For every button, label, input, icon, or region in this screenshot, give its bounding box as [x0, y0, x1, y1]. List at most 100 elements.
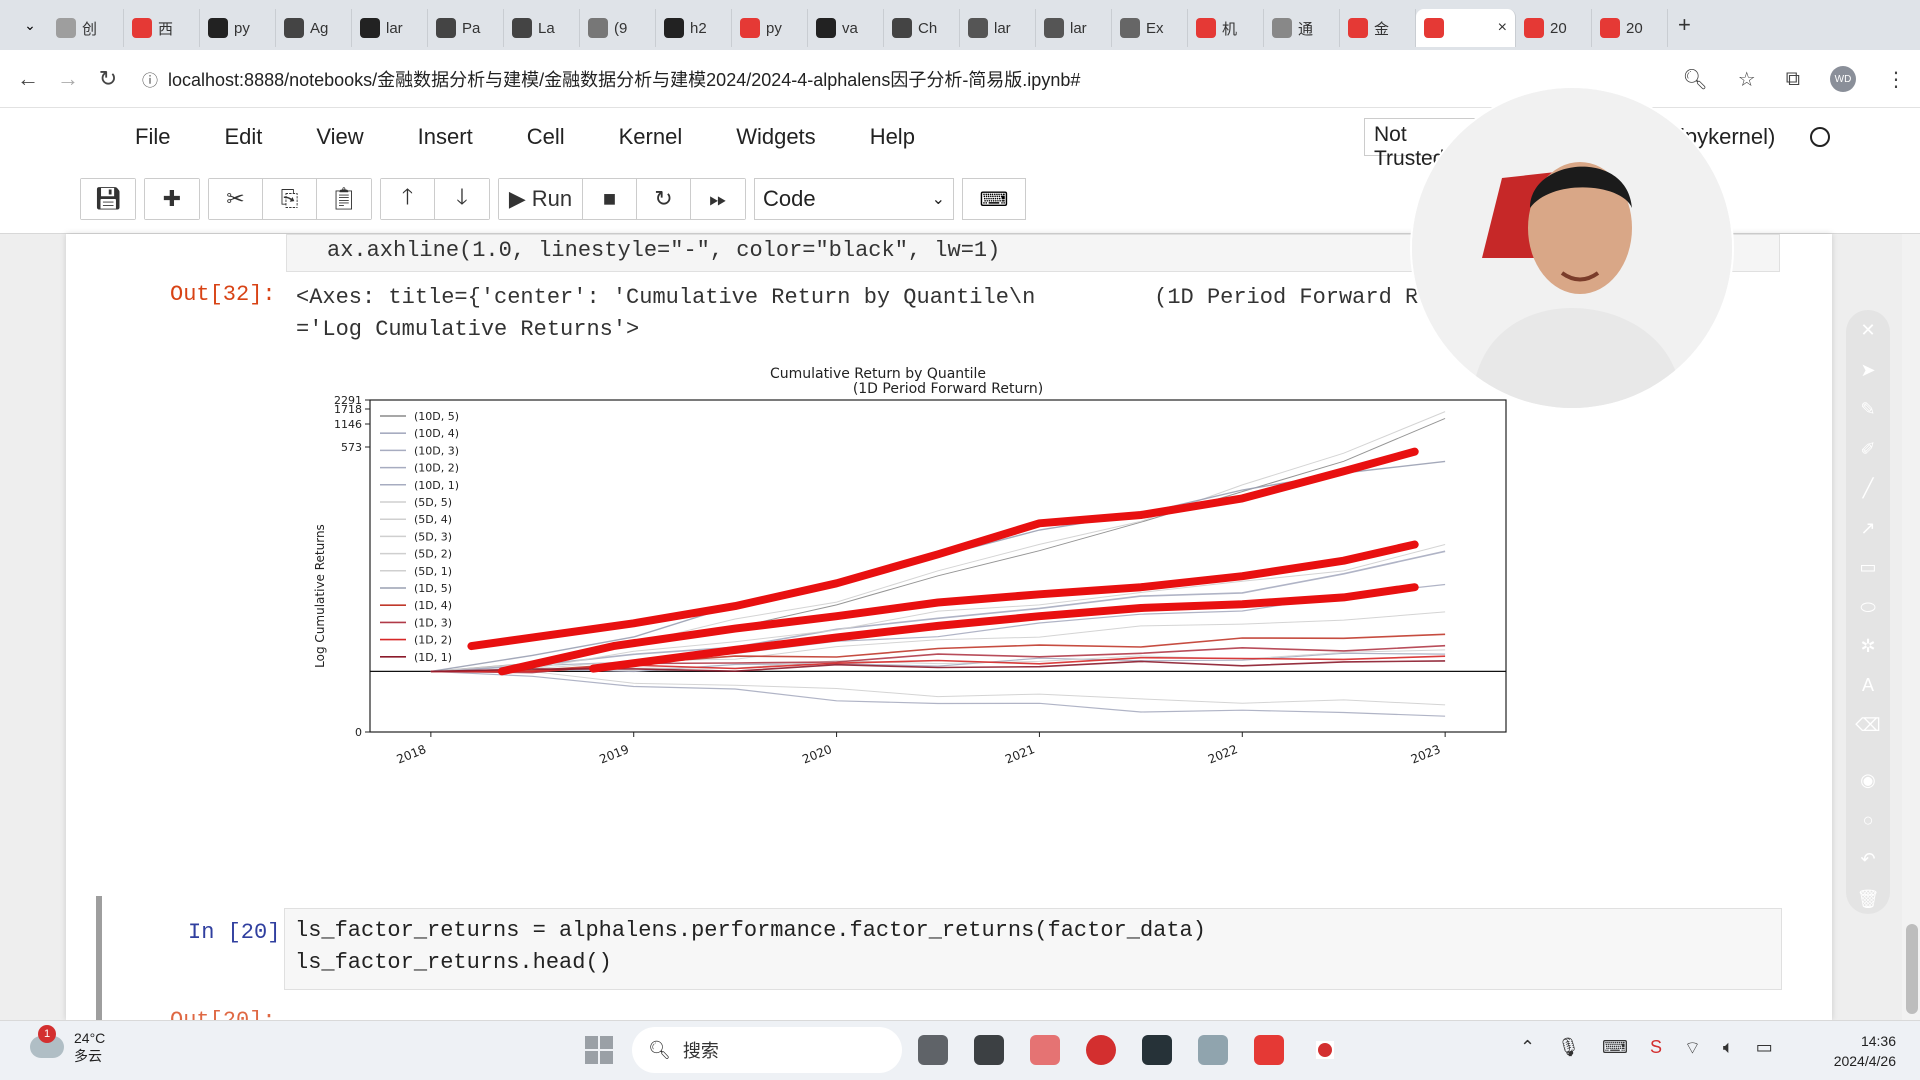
browser-tab[interactable]: h2 [656, 9, 732, 47]
antivirus-icon[interactable]: S [1649, 1037, 1662, 1057]
menu-item-file[interactable]: File [135, 124, 171, 149]
line-icon[interactable]: ╱ [1862, 478, 1874, 499]
browser-tab[interactable]: py [200, 9, 276, 47]
browser-tab[interactable]: 创 [48, 9, 124, 47]
battery-icon[interactable]: ▭ [1755, 1037, 1773, 1057]
menu-item-edit[interactable]: Edit [224, 124, 263, 149]
browser-tab[interactable]: lar [960, 9, 1036, 47]
tab-close-icon[interactable]: × [1497, 19, 1507, 36]
scrollbar-thumb[interactable] [1906, 924, 1918, 1014]
width-picker-icon[interactable]: ○ [1862, 809, 1874, 830]
browser-tab[interactable]: 通 [1264, 9, 1340, 47]
bookmark-star-icon[interactable]: ☆ [1737, 68, 1756, 91]
interrupt-icon[interactable]: ■ [583, 179, 637, 219]
browser-tab[interactable]: Pa [428, 9, 504, 47]
browser-app-icon[interactable] [1086, 1035, 1116, 1065]
ime-icon[interactable]: ⌨ [1601, 1037, 1628, 1057]
eraser-icon[interactable]: ⌫ [1855, 714, 1881, 735]
page-scrollbar[interactable] [1902, 234, 1920, 1020]
color-picker-icon[interactable]: ◉ [1860, 770, 1876, 791]
menu-item-cell[interactable]: Cell [526, 124, 565, 149]
start-menu-icon[interactable] [584, 1035, 614, 1065]
browser-tab[interactable]: 20 [1516, 9, 1592, 47]
taskbar-search[interactable]: 🔍︎ 搜索 [632, 1027, 902, 1073]
text-icon[interactable]: A [1861, 675, 1874, 696]
pen-icon[interactable]: ✎ [1860, 399, 1876, 420]
url-field[interactable]: ⓘ localhost:8888/notebooks/金融数据分析与建模/金融数… [142, 66, 1080, 92]
menu-item-widgets[interactable]: Widgets [736, 124, 816, 149]
menu-item-help[interactable]: Help [869, 124, 915, 149]
new-tab-button[interactable]: + [1678, 12, 1691, 37]
paste-icon[interactable]: 📋︎ [317, 179, 371, 219]
weather-widget[interactable]: 1 24°C 多云 [30, 1025, 105, 1065]
tab-label: py [234, 19, 250, 37]
close-icon[interactable]: ✕ [1860, 320, 1876, 341]
tab-label: 创 [82, 20, 98, 38]
recorder-icon[interactable] [1310, 1035, 1340, 1065]
cell-type-select[interactable]: Code ⌄ [754, 178, 954, 220]
browser-tab[interactable]: Ex [1112, 9, 1188, 47]
task-view-icon[interactable] [918, 1035, 948, 1065]
tab-search-chevron-icon[interactable]: ⌄ [24, 16, 36, 33]
browser-tab[interactable]: Ag [276, 9, 352, 47]
site-info-icon[interactable]: ⓘ [142, 72, 159, 90]
browser-tab[interactable]: Ch [884, 9, 960, 47]
highlighter-icon[interactable]: ✐ [1860, 438, 1876, 459]
menu-item-insert[interactable]: Insert [417, 124, 473, 149]
profile-avatar[interactable]: WD [1830, 66, 1856, 92]
keyboard-shortcuts-icon[interactable]: ⌨ [962, 178, 1026, 220]
run-button[interactable]: ▶ Run [499, 179, 583, 219]
extensions-icon[interactable]: ⧉ [1785, 67, 1800, 90]
browser-tab[interactable]: (9 [580, 9, 656, 47]
ellipse-icon[interactable]: ⬭ [1860, 596, 1876, 617]
forward-button[interactable]: → [57, 65, 79, 91]
trash-icon[interactable]: 🗑︎ [1856, 888, 1880, 909]
code-editor[interactable]: ls_factor_returns = alphalens.performanc… [284, 908, 1782, 990]
y-axis-label: Log Cumulative Returns [313, 524, 327, 668]
copy-icon[interactable]: ⎘ [263, 179, 317, 219]
menu-item-kernel[interactable]: Kernel [618, 124, 683, 149]
tab-label: Ag [310, 19, 329, 37]
volume-icon[interactable]: 🔈︎ [1722, 1037, 1734, 1057]
file-manager-icon[interactable] [974, 1035, 1004, 1065]
cut-icon[interactable]: ✂ [209, 179, 263, 219]
reload-button[interactable]: ↻ [98, 65, 118, 91]
insert-cell-icon[interactable]: ✚ [145, 179, 199, 219]
browser-tab[interactable]: 20 [1592, 9, 1668, 47]
move-down-icon[interactable]: 🡓 [435, 179, 489, 219]
stamp-icon[interactable]: ✲ [1860, 635, 1876, 656]
folder-icon[interactable] [1030, 1035, 1060, 1065]
restart-icon[interactable]: ↻ [637, 179, 691, 219]
kernel-name[interactable]: ipykernel) [1680, 124, 1776, 149]
wifi-icon[interactable]: ⌔ [1683, 1038, 1701, 1058]
browser-tab[interactable]: lar [1036, 9, 1112, 47]
browser-tab[interactable]: py [732, 9, 808, 47]
restart-run-all-icon[interactable]: ⏩︎ [691, 179, 745, 219]
save-icon[interactable]: 💾︎ [81, 179, 135, 219]
browser-tab[interactable]: × [1416, 9, 1516, 47]
back-button[interactable]: ← [17, 65, 39, 91]
browser-tab[interactable]: La [504, 9, 580, 47]
browser-tab[interactable]: lar [352, 9, 428, 47]
x-tick-label: 2020 [800, 742, 834, 766]
microphone-icon[interactable]: 🎙︎ [1557, 1037, 1580, 1057]
rectangle-icon[interactable]: ▭ [1859, 557, 1877, 578]
selected-code-cell[interactable] [96, 896, 1802, 1020]
terminal-icon[interactable] [1142, 1035, 1172, 1065]
editor-app-icon[interactable] [1198, 1035, 1228, 1065]
undo-icon[interactable]: ↶ [1860, 849, 1876, 870]
browser-tab[interactable]: 金 [1340, 9, 1416, 47]
clock[interactable]: 14:36 2024/4/26 [1834, 1031, 1896, 1071]
wps-icon[interactable] [1254, 1035, 1284, 1065]
zoom-icon[interactable]: 🔍︎ [1682, 68, 1708, 91]
arrow-icon[interactable]: ↗ [1860, 517, 1876, 538]
menu-item-view[interactable]: View [316, 124, 364, 149]
search-icon: 🔍︎ [648, 1039, 671, 1060]
pointer-icon[interactable]: ➤ [1860, 359, 1876, 380]
tray-chevron-icon[interactable]: ⌃ [1520, 1037, 1536, 1057]
move-up-icon[interactable]: 🡑 [381, 179, 435, 219]
browser-menu-icon[interactable]: ⋮ [1886, 68, 1906, 91]
browser-tab[interactable]: va [808, 9, 884, 47]
browser-tab[interactable]: 机 [1188, 9, 1264, 47]
browser-tab[interactable]: 西 [124, 9, 200, 47]
